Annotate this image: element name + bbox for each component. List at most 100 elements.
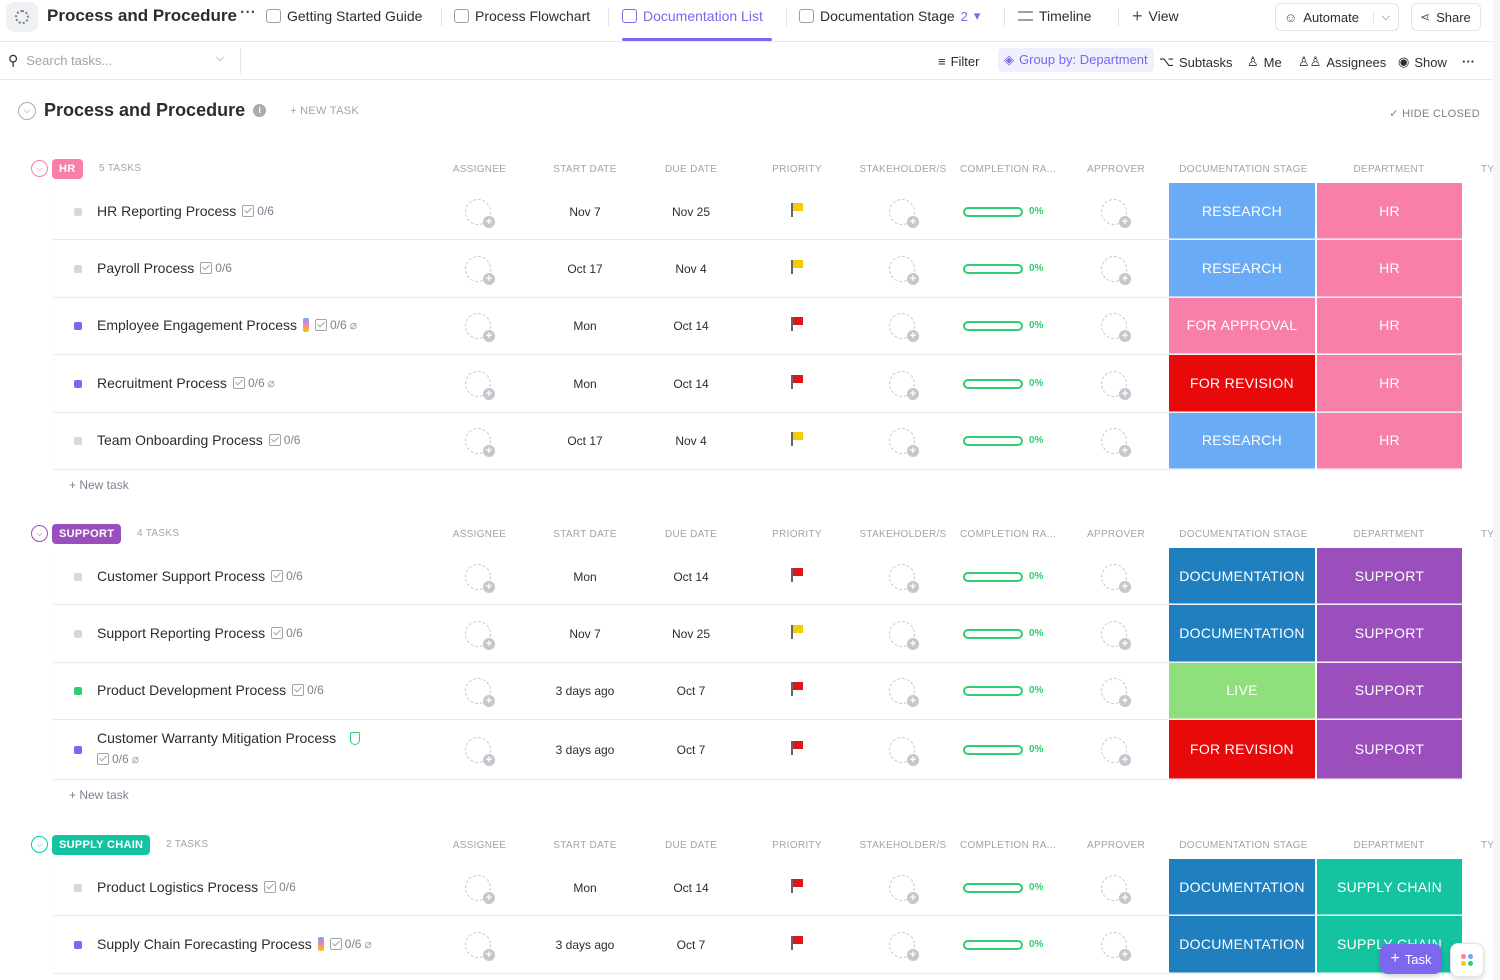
column-header-assignee[interactable]: ASSIGNEE [452, 840, 507, 851]
group-pill[interactable]: SUPPORT [52, 524, 122, 544]
documentation-stage-badge[interactable]: FOR APPROVAL [1169, 297, 1315, 355]
column-header-type[interactable]: TY [1481, 529, 1493, 540]
me-button[interactable]: ♙ Me [1247, 54, 1282, 70]
add-task-button[interactable]: + Task [1380, 944, 1442, 974]
task-name-cell[interactable]: Employee Engagement Process 0/6 ⌀ [97, 317, 357, 333]
column-header-approver[interactable]: APPROVER [1087, 840, 1144, 851]
priority-flag-icon[interactable] [790, 260, 804, 275]
column-header-start[interactable]: START DATE [553, 529, 617, 540]
filter-button[interactable]: ≡ Filter [938, 54, 979, 69]
priority-flag-icon[interactable] [790, 741, 804, 756]
priority-flag-icon[interactable] [790, 432, 804, 447]
priority-flag-icon[interactable] [790, 936, 804, 951]
stakeholder-avatar[interactable] [889, 678, 919, 708]
column-header-due[interactable]: DUE DATE [665, 529, 717, 540]
stakeholder-avatar[interactable] [889, 370, 919, 400]
task-name[interactable]: Employee Engagement Process [97, 317, 297, 334]
attachment-icon[interactable]: ⌀ [131, 752, 139, 767]
start-date[interactable]: Nov 7 [569, 204, 601, 219]
approver-avatar[interactable] [1101, 737, 1131, 767]
column-header-due[interactable]: DUE DATE [665, 840, 717, 851]
subtask-count[interactable]: 0/6 ⌀ [315, 318, 357, 332]
priority-flag-icon[interactable] [790, 374, 804, 389]
task-name[interactable]: Recruitment Process [97, 374, 227, 391]
approver-avatar[interactable] [1101, 678, 1131, 708]
column-header-stakeholders[interactable]: STAKEHOLDER/S [859, 164, 947, 175]
table-row[interactable]: Customer Support Process 0/6 Mon Oct 14 0% DO… [53, 548, 1462, 606]
column-header-doc[interactable]: DOCUMENTATION STAGE [1179, 840, 1308, 851]
priority-flag-icon[interactable] [790, 317, 804, 332]
department-badge[interactable]: HR [1317, 412, 1462, 469]
task-name-cell[interactable]: Customer Support Process 0/6 [97, 568, 303, 584]
priority-flag-icon[interactable] [790, 878, 804, 893]
table-row[interactable]: HR Reporting Process 0/6 Nov 7 Nov 25 0% RESE… [53, 183, 1462, 241]
task-name-cell[interactable]: Support Reporting Process 0/6 [97, 625, 303, 641]
assignee-avatar[interactable] [465, 932, 495, 962]
due-date[interactable]: Oct 14 [673, 880, 709, 895]
assignees-button[interactable]: ♙♙ Assignees [1298, 54, 1386, 70]
documentation-stage-badge[interactable]: DOCUMENTATION [1169, 605, 1315, 662]
tab-getting-started-guide[interactable]: Getting Started Guide [266, 8, 422, 24]
column-header-approver[interactable]: APPROVER [1087, 164, 1144, 175]
status-indicator[interactable] [74, 941, 82, 950]
subtask-count[interactable]: 0/6 [200, 261, 232, 275]
documentation-stage-badge[interactable]: RESEARCH [1169, 240, 1315, 297]
space-icon[interactable] [6, 2, 38, 32]
due-date[interactable]: Oct 14 [673, 319, 709, 334]
documentation-stage-badge[interactable]: LIVE [1169, 662, 1315, 720]
start-date[interactable]: 3 days ago [555, 743, 615, 758]
priority-flag-icon[interactable] [790, 625, 804, 640]
column-header-start[interactable]: START DATE [553, 164, 617, 175]
collapse-group-icon[interactable]: ⌵ [31, 160, 48, 177]
department-badge[interactable]: SUPPORT [1317, 662, 1462, 720]
add-task-row-button[interactable]: + New task [69, 788, 129, 803]
group-pill[interactable]: SUPPLY CHAIN [52, 835, 151, 855]
add-view-button[interactable]: + View [1132, 7, 1179, 25]
title-more-icon[interactable]: ··· [240, 4, 256, 21]
column-header-assignee[interactable]: ASSIGNEE [452, 529, 507, 540]
column-header-start[interactable]: START DATE [553, 840, 617, 851]
stakeholder-avatar[interactable] [889, 874, 919, 904]
documentation-stage-badge[interactable]: DOCUMENTATION [1169, 859, 1315, 916]
column-header-doc[interactable]: DOCUMENTATION STAGE [1179, 164, 1308, 175]
search-input[interactable]: ⚲ Search tasks... [8, 52, 112, 69]
status-indicator[interactable] [74, 687, 82, 696]
department-badge[interactable]: HR [1317, 183, 1462, 240]
attachment-icon[interactable]: ⌀ [267, 375, 275, 390]
due-date[interactable]: Nov 4 [675, 262, 707, 277]
assignee-avatar[interactable] [465, 370, 495, 400]
group-by-button[interactable]: ◈ Group by: Department [998, 48, 1154, 72]
column-header-completion[interactable]: COMPLETION RA... [960, 164, 1056, 175]
table-row[interactable]: Recruitment Process 0/6⌀ Mon Oct 14 0% FOR RE… [53, 355, 1462, 413]
subtask-count[interactable]: 0/6 ⌀ [97, 752, 139, 766]
task-name-cell[interactable]: HR Reporting Process 0/6 [97, 203, 274, 219]
column-header-priority[interactable]: PRIORITY [772, 164, 822, 175]
attachment-icon[interactable]: ⌀ [349, 318, 357, 333]
apps-button[interactable] [1450, 943, 1484, 977]
task-name-cell[interactable]: Product Logistics Process 0/6 [97, 879, 296, 895]
stakeholder-avatar[interactable] [889, 621, 919, 651]
column-header-doc[interactable]: DOCUMENTATION STAGE [1179, 529, 1308, 540]
approver-avatar[interactable] [1101, 874, 1131, 904]
stakeholder-avatar[interactable] [889, 563, 919, 593]
task-name-cell[interactable]: Product Development Process 0/6 [97, 682, 324, 698]
tab-badge[interactable]: 2 [960, 8, 968, 24]
status-indicator[interactable] [74, 630, 82, 639]
table-row[interactable]: Support Reporting Process 0/6 Nov 7 Nov 25 0… [53, 605, 1462, 663]
table-row[interactable]: Product Logistics Process 0/6 Mon Oct 14 0% D… [53, 859, 1462, 917]
tab-timeline[interactable]: Timeline [1018, 8, 1091, 24]
column-header-completion[interactable]: COMPLETION RA... [960, 529, 1056, 540]
documentation-stage-badge[interactable]: DOCUMENTATION [1169, 548, 1315, 605]
subtask-count[interactable]: 0/6 [292, 683, 324, 697]
table-row[interactable]: Supply Chain Forecasting Process 0/6⌀ 3 da… [53, 916, 1462, 974]
task-name-cell[interactable]: Team Onboarding Process 0/6 [97, 432, 300, 448]
column-header-completion[interactable]: COMPLETION RA... [960, 840, 1056, 851]
task-name[interactable]: Product Logistics Process [97, 878, 259, 895]
subtask-count[interactable]: 0/6 [264, 880, 296, 894]
more-options-icon[interactable]: ··· [1462, 54, 1475, 69]
approver-avatar[interactable] [1101, 370, 1131, 400]
assignee-avatar[interactable] [465, 737, 495, 767]
department-badge[interactable]: SUPPORT [1317, 605, 1462, 662]
group-pill[interactable]: HR [52, 159, 83, 179]
tab-documentation-list[interactable]: Documentation List [622, 8, 763, 24]
